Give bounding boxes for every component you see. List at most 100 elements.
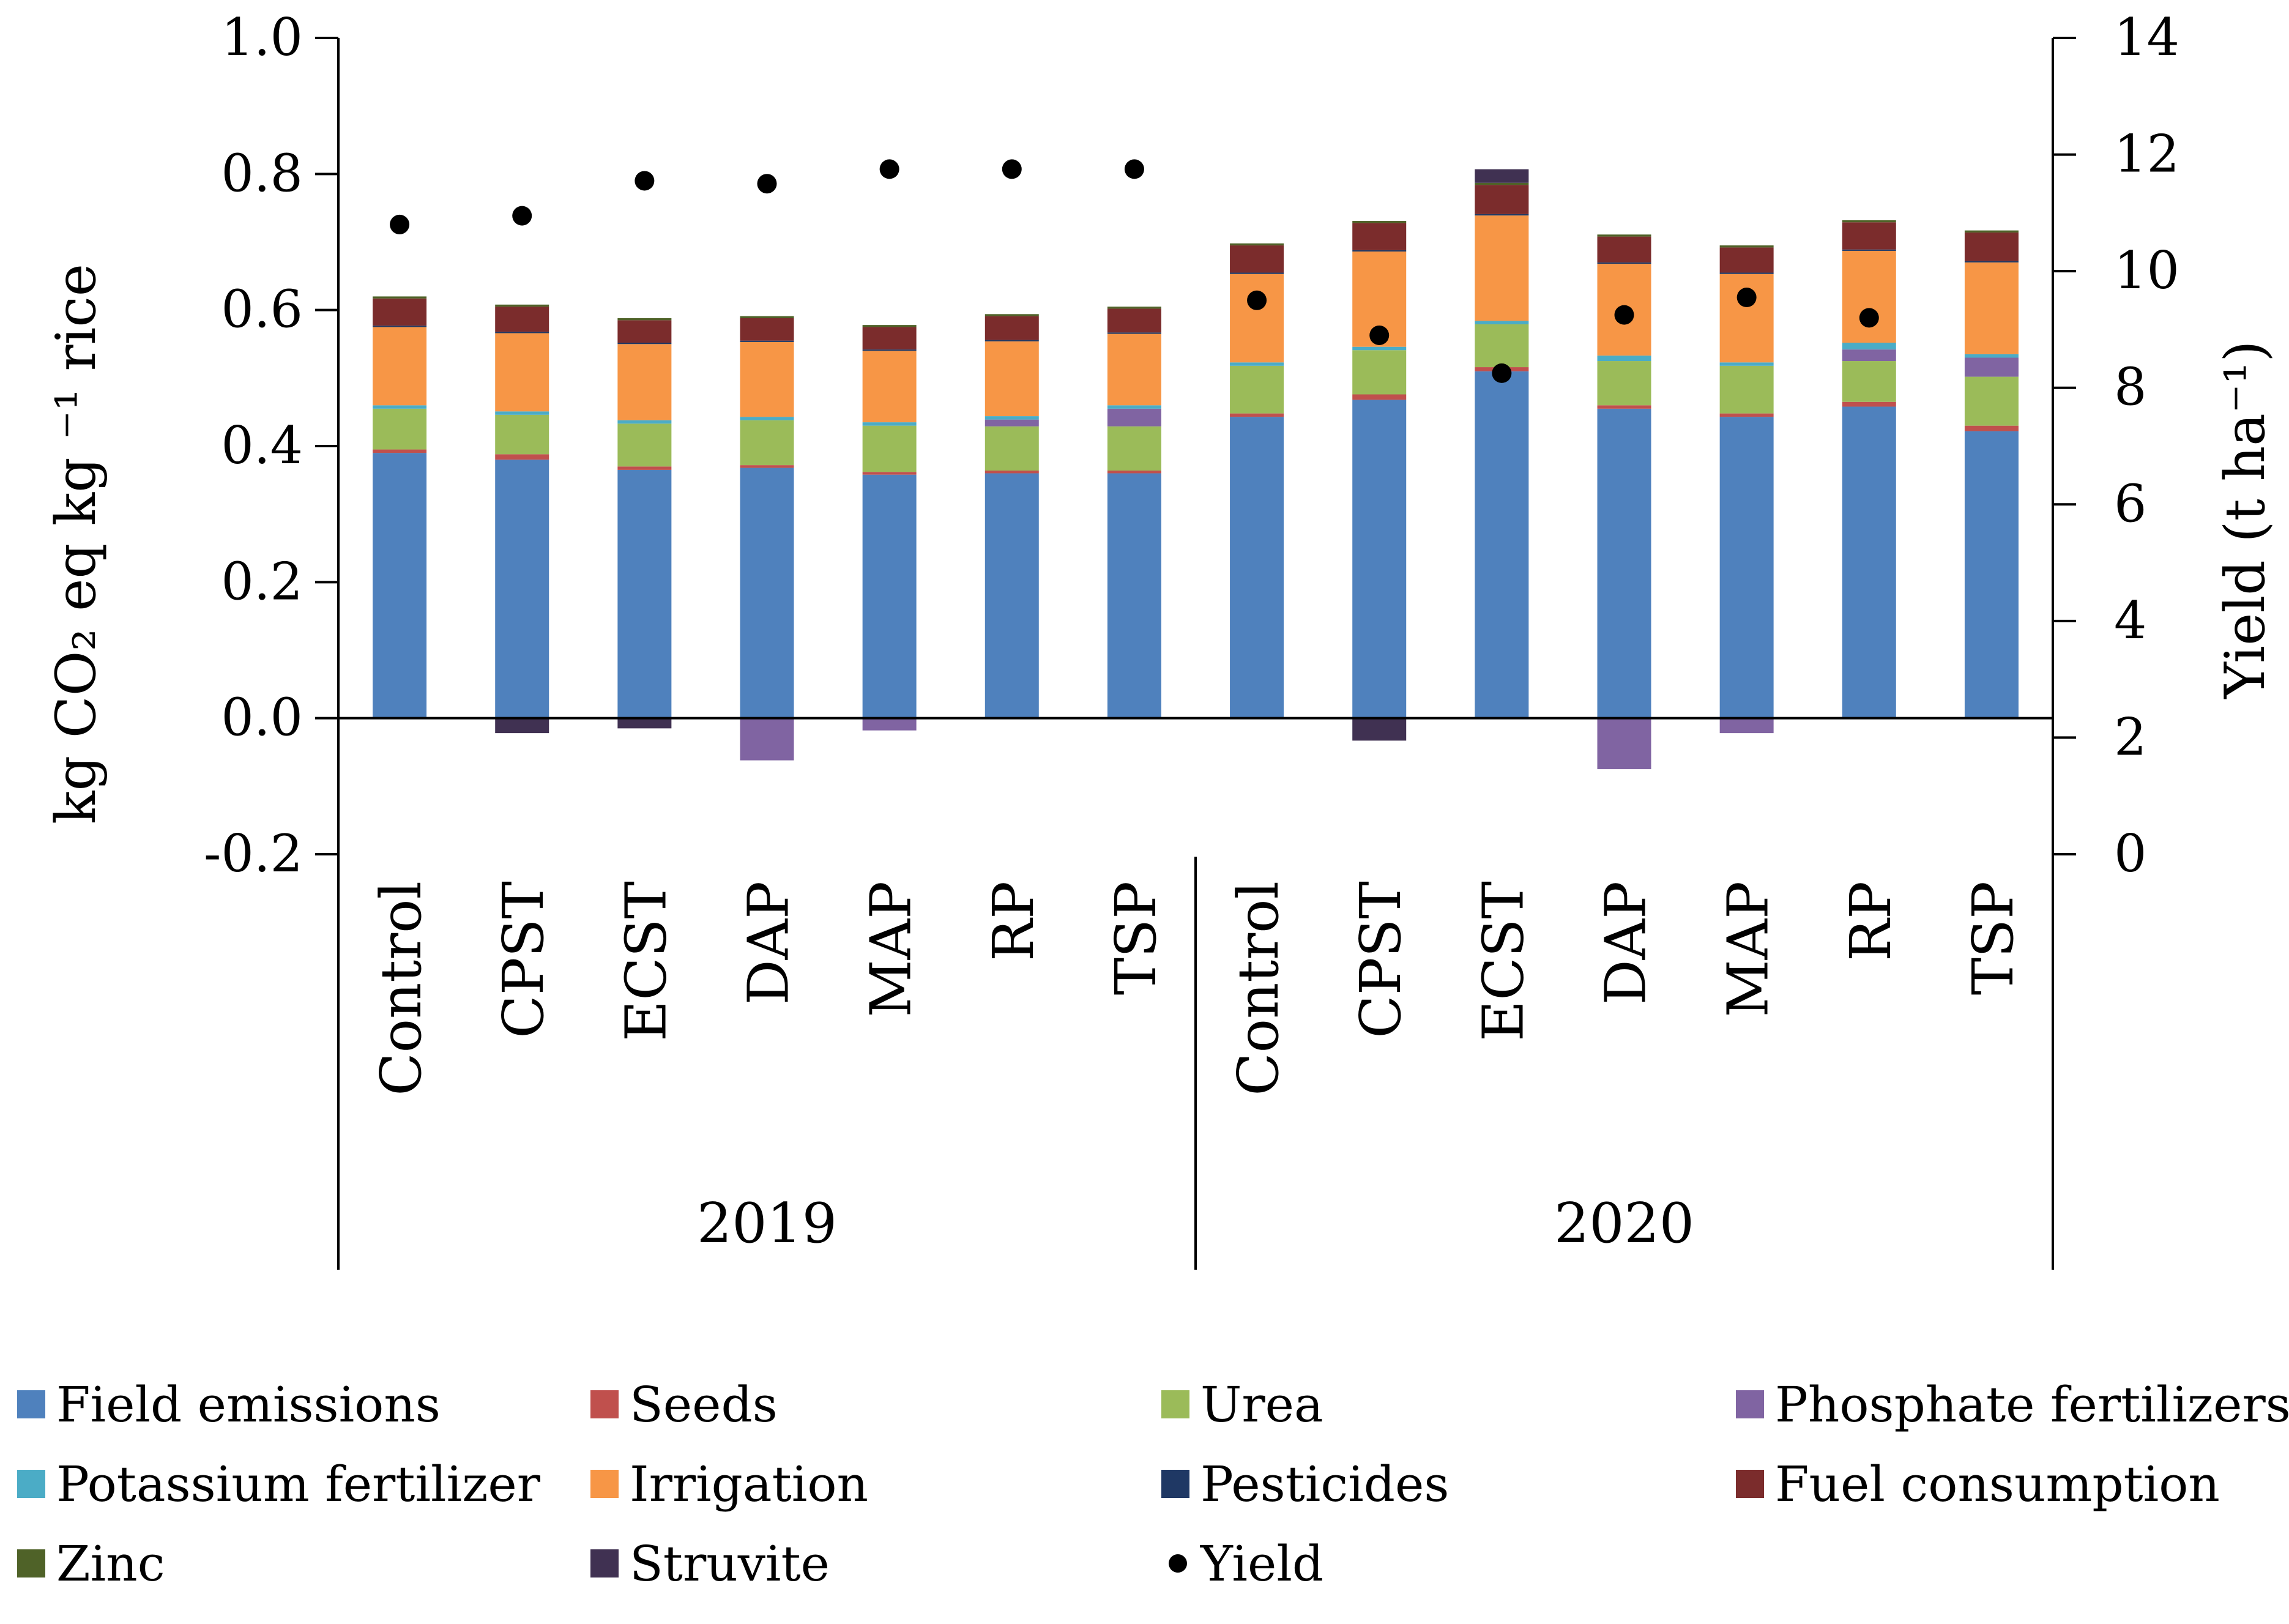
bar-fuel-consumption-3 — [740, 318, 794, 341]
labels-layer: -0.2 0.0 0.2 0.4 0.6 0.8 1.0 0 2 4 6 8 10 12 14 Control… — [44, 7, 2277, 1256]
legend-item-irrigation: Irrigation — [590, 1456, 868, 1513]
category-label: ECST — [613, 881, 679, 1041]
bar-seeds-4 — [862, 472, 917, 475]
legend-item-zinc: Zinc — [17, 1535, 165, 1592]
bar-pesticides-1 — [495, 332, 549, 333]
bar-zinc-7 — [1230, 243, 1284, 246]
bar-field-emissions-11 — [1719, 417, 1774, 718]
category-label: ECST — [1470, 881, 1536, 1041]
bar-fuel-consumption-10 — [1597, 236, 1651, 263]
bar-seeds-2 — [617, 466, 672, 470]
legend-swatch — [17, 1470, 45, 1498]
bar-urea-12 — [1842, 361, 1896, 402]
legend-swatch — [1161, 1390, 1189, 1418]
yield-point — [757, 174, 777, 194]
bar-field-emissions-10 — [1597, 408, 1651, 718]
category-label: TSP — [1103, 881, 1169, 995]
bar-seeds-1 — [495, 454, 549, 460]
bar-pesticides-10 — [1597, 262, 1651, 264]
bar-urea-7 — [1230, 365, 1284, 414]
bar-irrigation-4 — [862, 351, 917, 423]
bar-pesticides-13 — [1964, 261, 2019, 263]
left-tick-label: -0.2 — [204, 824, 303, 884]
category-label: MAP — [1716, 881, 1781, 1018]
bar-potassium-fertilizer-3 — [740, 417, 794, 420]
bar-fuel-consumption-6 — [1107, 308, 1161, 333]
bar-irrigation-6 — [1107, 333, 1161, 406]
right-axis-title: Yield (t ha⁻¹) — [2213, 340, 2277, 699]
bar-field-emissions-0 — [373, 453, 427, 718]
bar-field-emissions-4 — [862, 474, 917, 718]
bar-seeds-12 — [1842, 401, 1896, 407]
bar-zinc-12 — [1842, 220, 1896, 223]
category-label: RP — [1838, 881, 1904, 961]
legend-swatch — [1736, 1390, 1764, 1418]
bar-zinc-2 — [617, 318, 672, 321]
legend-item-pesticides: Pesticides — [1161, 1455, 1450, 1513]
bar-phosphate-fertilizers-5 — [984, 419, 1039, 426]
bar-urea-11 — [1719, 365, 1774, 414]
legend-swatch — [590, 1390, 619, 1418]
bar-fuel-consumption-9 — [1475, 185, 1529, 214]
legend-item-potassium-fertilizer: Potassium fertilizer — [17, 1456, 540, 1513]
right-tick-label: 12 — [2114, 124, 2179, 184]
bar-zinc-3 — [740, 316, 794, 319]
bar-pesticides-0 — [373, 326, 427, 327]
bar-seeds-0 — [373, 449, 427, 453]
right-tick-label: 6 — [2114, 474, 2146, 534]
legend-swatch — [17, 1549, 45, 1577]
legend-swatch — [1736, 1470, 1764, 1498]
yield-point — [512, 206, 532, 226]
yield-point — [1614, 305, 1634, 325]
yield-points-layer — [390, 159, 1879, 383]
bar-field-emissions-13 — [1964, 431, 2019, 718]
bar-zinc-9 — [1475, 182, 1529, 185]
bar-urea-2 — [617, 423, 672, 467]
bar-urea-9 — [1475, 324, 1529, 368]
legend-label: Zinc — [56, 1535, 165, 1592]
right-tick-label: 14 — [2114, 7, 2179, 67]
category-label: RP — [981, 881, 1046, 961]
legend-label: Urea — [1200, 1376, 1323, 1433]
legend-item-urea: Urea — [1161, 1376, 1323, 1433]
legend-swatch — [590, 1549, 619, 1577]
left-axis-title: kg CO₂ eq kg ⁻¹ rice — [44, 264, 108, 824]
category-label: Control — [1226, 881, 1291, 1096]
legend-item-yield: Yield — [1161, 1535, 1323, 1592]
bar-field-emissions-1 — [495, 460, 549, 718]
bar-seeds-10 — [1597, 405, 1651, 409]
bar-zinc-6 — [1107, 307, 1161, 309]
legend: Field emissions Seeds Urea Phosphate fertil… — [0, 1376, 2289, 1622]
legend-swatch — [1169, 1554, 1187, 1573]
bar-field-emissions-9 — [1475, 371, 1529, 718]
bar-pesticides-9 — [1475, 214, 1529, 216]
bar-seeds-8 — [1352, 394, 1407, 400]
bar-field-emissions-7 — [1230, 417, 1284, 718]
legend-label: Field emissions — [56, 1376, 441, 1433]
bar-fuel-consumption-7 — [1230, 245, 1284, 273]
legend-label: Pesticides — [1200, 1455, 1450, 1513]
legend-item-phosphate-fertilizers: Phosphate fertilizers — [1736, 1376, 2289, 1433]
bar-fuel-consumption-1 — [495, 307, 549, 332]
legend-label: Fuel consumption — [1775, 1455, 2220, 1513]
bar-urea-13 — [1964, 376, 2019, 426]
bar-irrigation-2 — [617, 344, 672, 420]
legend-swatch — [590, 1470, 619, 1498]
bar-fuel-consumption-8 — [1352, 223, 1407, 250]
legend-swatch — [1161, 1470, 1189, 1498]
bar-zinc-13 — [1964, 230, 2019, 233]
bar-pesticides-8 — [1352, 250, 1407, 252]
bar-zinc-0 — [373, 296, 427, 299]
bar-irrigation-5 — [984, 341, 1039, 417]
bar-phosphate-fertilizers-13 — [1964, 357, 2019, 377]
bar-potassium-fertilizer-4 — [862, 422, 917, 426]
bar-pesticides-2 — [617, 343, 672, 345]
bar-potassium-fertilizer-6 — [1107, 405, 1161, 409]
category-label: TSP — [1960, 881, 2026, 995]
bar-irrigation-3 — [740, 341, 794, 417]
yield-point — [879, 159, 899, 179]
left-tick-label: 0.4 — [221, 415, 303, 475]
yield-point — [1002, 159, 1022, 179]
category-label: MAP — [858, 881, 924, 1018]
legend-item-struvite: Struvite — [590, 1535, 830, 1592]
